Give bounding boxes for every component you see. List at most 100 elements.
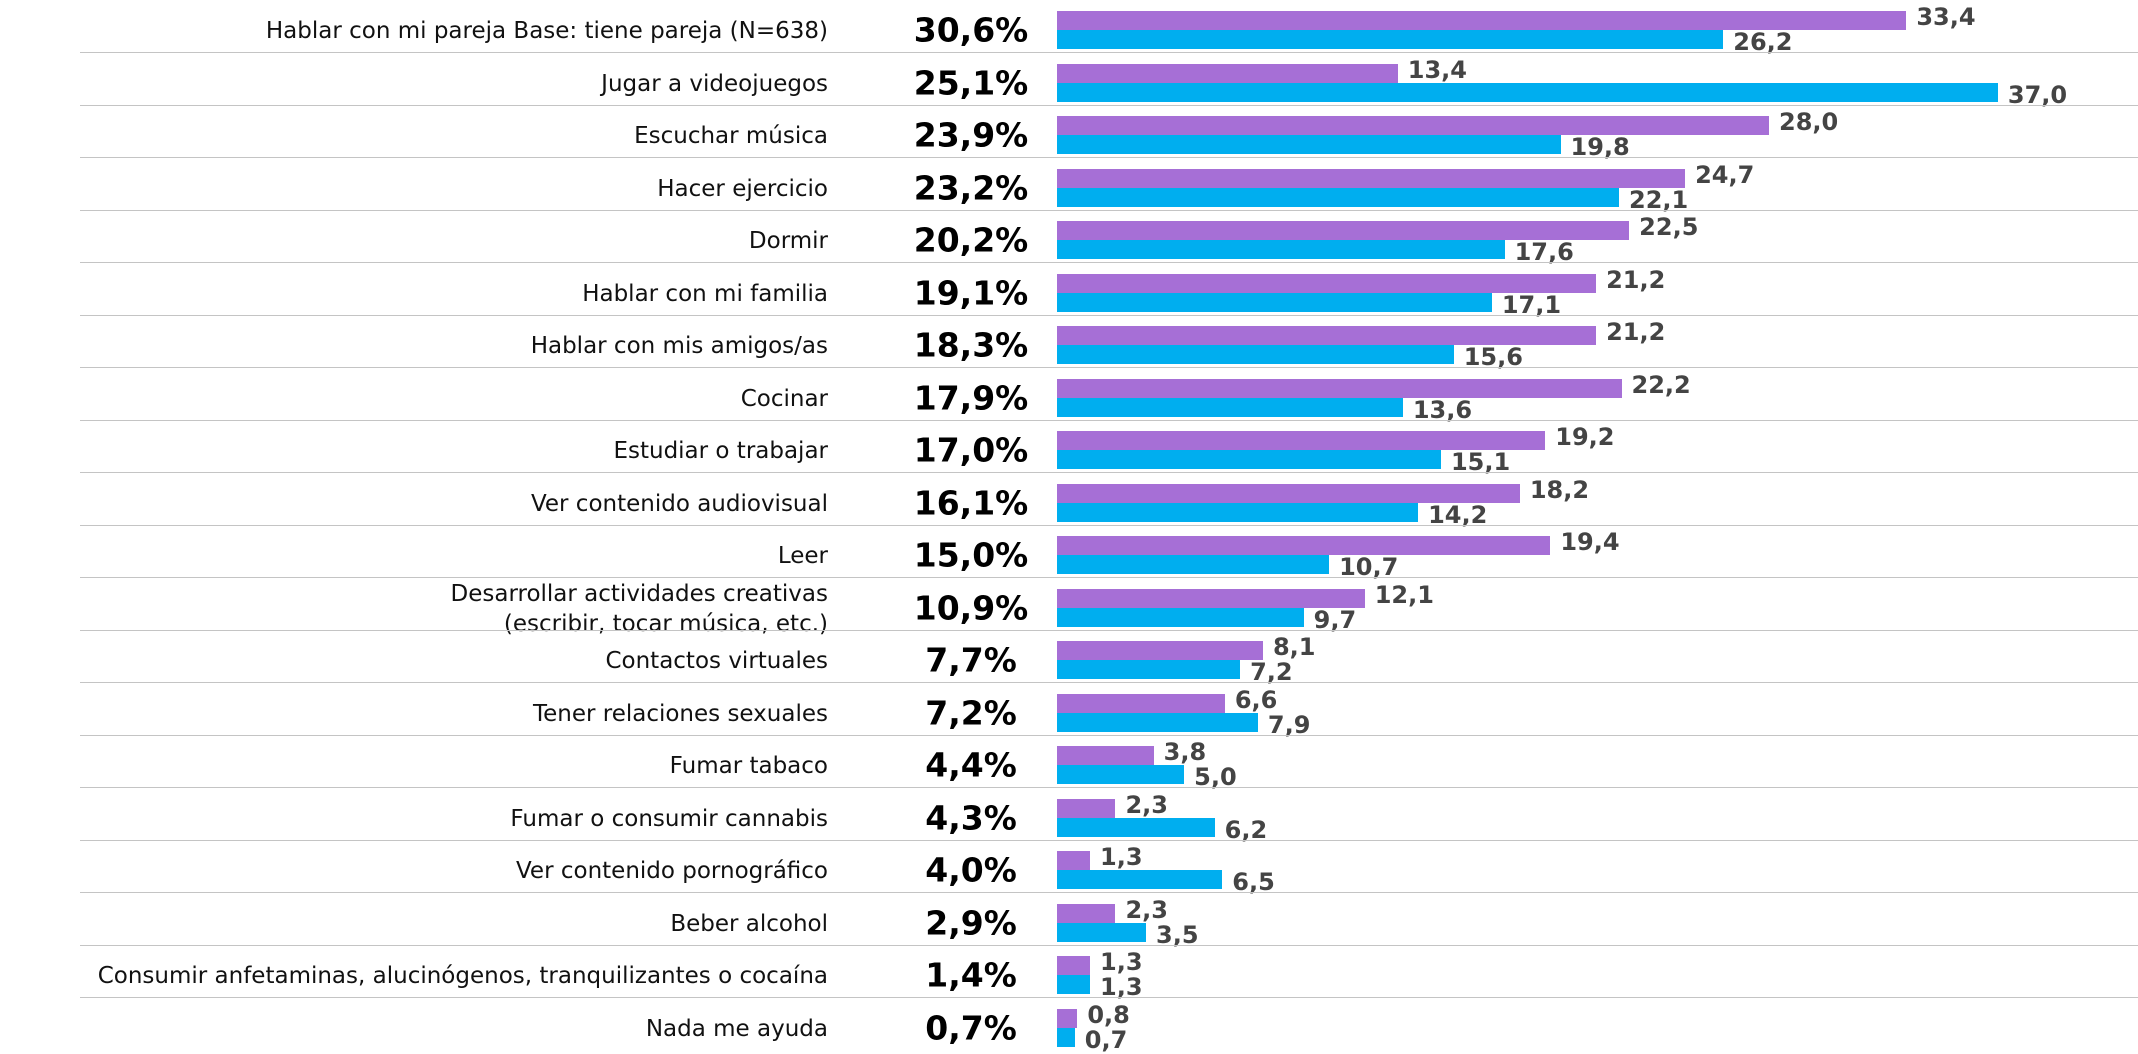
value-label: 14,2: [1428, 500, 1488, 529]
value-label: 17,1: [1501, 290, 1562, 319]
row-separator: [80, 157, 2138, 158]
value-label: 12,1: [1374, 580, 1434, 609]
total-label: 20,2%: [913, 220, 1029, 260]
value-label: 22,2: [1631, 370, 1691, 399]
value-label: 33,4: [1916, 3, 1976, 31]
value-label: 8,1: [1272, 633, 1316, 661]
bar: [1057, 397, 1403, 417]
bar: [1057, 693, 1225, 713]
value-label: 6,5: [1232, 868, 1275, 896]
bar: [1057, 660, 1241, 679]
value-label: 1,3: [1100, 948, 1143, 976]
bar: [1057, 326, 1597, 345]
total-label: 2,9%: [925, 903, 1017, 942]
bar: [1057, 450, 1441, 469]
category-label: Hablar con mi familia: [582, 280, 828, 307]
value-label: 24,7: [1695, 160, 1755, 189]
value-label: 13,6: [1412, 395, 1473, 424]
category-label: Hablar con mi pareja Base: tiene pareja …: [265, 18, 828, 44]
bar: [1057, 798, 1116, 818]
bar: [1057, 135, 1561, 154]
category-label: Jugar a videojuegos: [601, 70, 828, 97]
category-label: Ver contenido audiovisual: [530, 490, 828, 517]
category-label: Estudiar o trabajar: [613, 438, 828, 464]
total-label: 19,1%: [913, 273, 1029, 312]
value-label: 13,4: [1407, 55, 1467, 84]
row-separator: [80, 682, 2138, 683]
category-label: Consumir anfetaminas, alucinógenos, tran…: [97, 963, 828, 989]
row-separator: [80, 892, 2138, 893]
category-label: Cocinar: [740, 385, 828, 412]
value-label: 6,2: [1224, 815, 1268, 844]
total-label: 10,9%: [913, 588, 1029, 627]
total-label: 16,1%: [913, 483, 1029, 522]
row-separator: [80, 472, 2138, 473]
row-separator: [80, 629, 2138, 631]
bar: [1057, 851, 1091, 870]
row-separator: [80, 52, 2138, 53]
total-label: 7,2%: [925, 693, 1017, 732]
bar: [1057, 273, 1597, 293]
value-label: 3,5: [1156, 920, 1199, 949]
category-label: Nada me ayuda: [645, 1015, 828, 1042]
bar: [1057, 378, 1622, 398]
total-label: 1,4%: [925, 955, 1017, 995]
row-separator: [80, 104, 2138, 106]
category-label: Hablar con mis amigos/as: [530, 333, 828, 359]
bar: [1057, 345, 1454, 364]
category-label: Desarrollar actividades creativas (escri…: [450, 580, 828, 637]
bar: [1057, 975, 1091, 994]
total-label: 25,1%: [913, 63, 1029, 102]
row-separator: [80, 787, 2138, 788]
total-label: 4,4%: [925, 745, 1017, 785]
total-label: 4,3%: [925, 798, 1017, 837]
bar: [1057, 765, 1185, 784]
bar: [1057, 116, 1770, 135]
bar: [1057, 607, 1304, 627]
total-label: 15,0%: [913, 535, 1029, 575]
value-label: 3,8: [1163, 738, 1207, 766]
total-label: 0,7%: [925, 1008, 1017, 1047]
bar: [1057, 1027, 1075, 1047]
value-label: 19,8: [1570, 133, 1630, 161]
bar: [1057, 187, 1619, 207]
row-separator: [80, 839, 2138, 841]
value-label: 1,3: [1100, 973, 1143, 1001]
category-label: Fumar o consumir cannabis: [510, 805, 828, 832]
bar: [1057, 11, 1907, 30]
value-label: 7,9: [1267, 710, 1311, 739]
bar: [1057, 168, 1686, 188]
value-label: 22,5: [1639, 213, 1699, 241]
total-label: 17,9%: [913, 378, 1029, 417]
category-label: Hacer ejercicio: [657, 175, 828, 202]
value-label: 19,2: [1555, 423, 1615, 451]
bar: [1057, 221, 1630, 240]
value-label: 6,6: [1234, 685, 1278, 714]
row-separator: [80, 209, 2138, 211]
bar: [1057, 292, 1492, 312]
value-label: 1,3: [1100, 843, 1143, 871]
row-separator: [80, 944, 2138, 946]
row-separator: [80, 524, 2138, 526]
category-label: Leer: [777, 543, 828, 569]
bar: [1057, 63, 1398, 83]
total-label: 30,6%: [913, 10, 1029, 50]
value-label: 21,2: [1606, 265, 1666, 294]
bar: [1057, 641, 1263, 660]
total-label: 23,2%: [913, 168, 1029, 207]
bar: [1057, 922, 1146, 942]
row-separator: [80, 997, 2138, 998]
value-label: 19,4: [1560, 528, 1620, 556]
value-label: 37,0: [2007, 80, 2068, 109]
row-separator: [80, 577, 2138, 578]
value-label: 22,1: [1629, 185, 1689, 214]
category-label: Contactos virtuales: [605, 648, 828, 674]
total-label: 17,0%: [913, 430, 1029, 470]
total-label: 23,9%: [913, 115, 1029, 155]
total-label: 18,3%: [913, 325, 1029, 365]
category-label: Ver contenido pornográfico: [515, 858, 828, 884]
total-label: 4,0%: [925, 850, 1017, 890]
total-label: 7,7%: [925, 640, 1017, 680]
